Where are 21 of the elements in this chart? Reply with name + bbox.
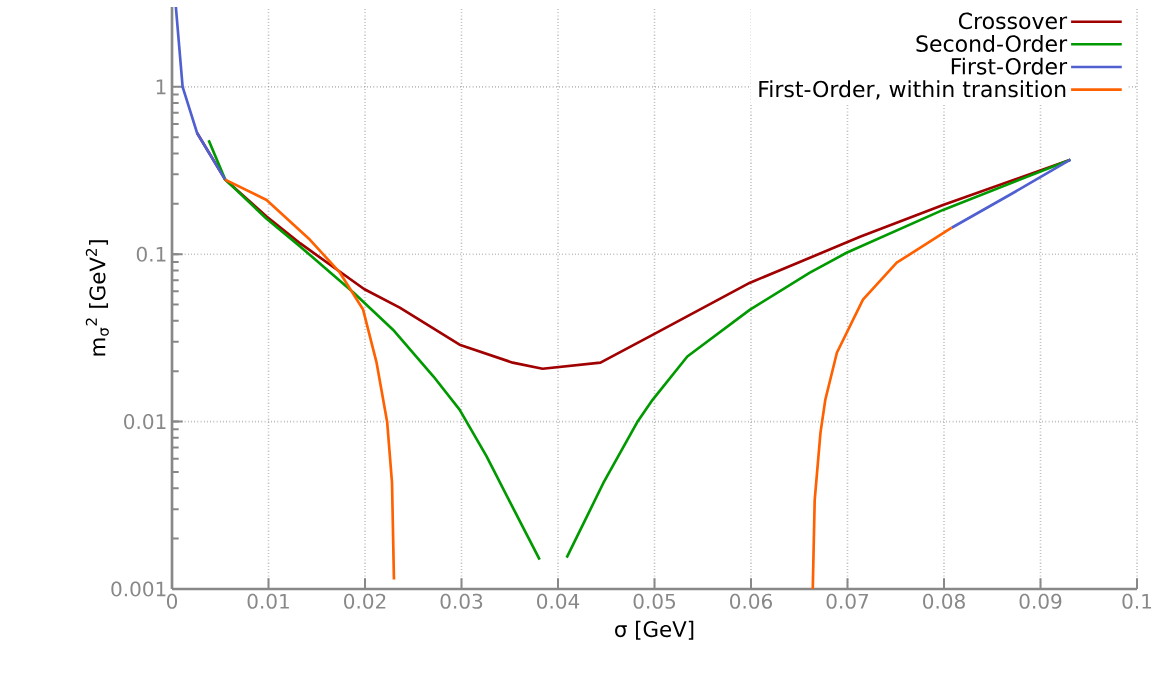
x-tick-label: 0.06 [730, 593, 772, 609]
y-tick-label: 0.01 [124, 414, 166, 430]
x-tick-label: 0.09 [1019, 593, 1062, 609]
x-tick-label: 0.07 [826, 593, 869, 609]
x-tick-label: 0.03 [440, 593, 483, 609]
y-tick-label: 0.1 [136, 246, 166, 262]
x-axis-title: σ [GeV] [615, 620, 694, 640]
legend-label: Crossover [958, 12, 1068, 30]
y-tick-label: 0.001 [111, 581, 166, 597]
y-axis-title: m$_{σ}$$^{2}$ [GeV$^{2}$] [85, 240, 109, 356]
legend-label: Second-Order [916, 34, 1068, 52]
x-tick-label: 0.1 [1122, 593, 1152, 609]
legend-label: First-Order, within transition [759, 80, 1066, 100]
x-tick-label: 0 [166, 593, 178, 609]
x-tick-label: 0.08 [923, 593, 965, 609]
x-tick-label: 0.05 [633, 593, 676, 609]
x-tick-label: 0.01 [247, 593, 289, 609]
x-tick-label: 0.04 [537, 593, 580, 609]
x-tick-label: 0.02 [344, 593, 386, 609]
legend-label: First-Order [951, 57, 1068, 75]
y-tick-label: 1 [156, 79, 166, 95]
